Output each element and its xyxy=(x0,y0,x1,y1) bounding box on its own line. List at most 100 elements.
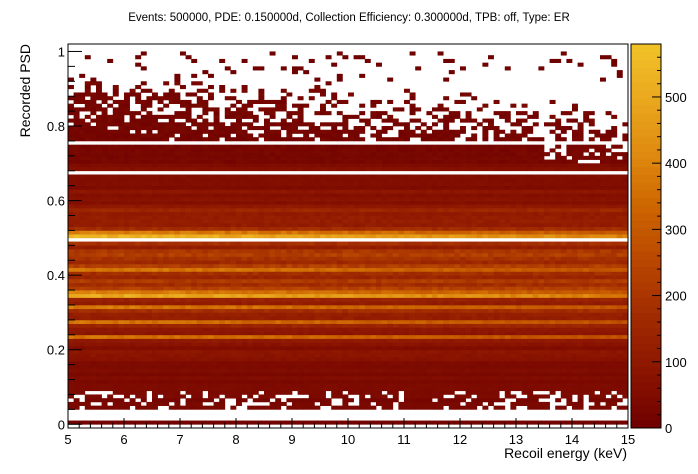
heatmap-cell xyxy=(180,245,186,250)
heatmap-cell xyxy=(538,316,545,321)
heatmap-cell xyxy=(499,245,506,250)
heatmap-cell xyxy=(566,349,573,354)
heatmap-cell xyxy=(376,323,382,328)
heatmap-cell xyxy=(308,342,315,347)
heatmap-cell xyxy=(269,364,276,369)
heatmap-cell xyxy=(476,394,483,399)
heatmap-cell xyxy=(555,290,562,295)
heatmap-cell xyxy=(465,222,472,228)
heatmap-cell xyxy=(286,327,293,332)
heatmap-cell xyxy=(443,379,450,384)
heatmap-cell xyxy=(359,308,366,313)
heatmap-cell xyxy=(96,368,102,373)
heatmap-cell xyxy=(152,375,158,380)
heatmap-cell xyxy=(84,222,91,228)
heatmap-cell xyxy=(560,245,567,250)
heatmap-cell xyxy=(140,364,147,369)
heatmap-cell xyxy=(112,252,119,257)
heatmap-cell xyxy=(140,260,147,265)
heatmap-cell xyxy=(236,316,242,321)
heatmap-cell xyxy=(376,249,382,254)
heatmap-cell xyxy=(252,372,259,377)
heatmap-cell xyxy=(516,319,522,324)
heatmap-cell xyxy=(572,360,578,365)
heatmap-cell xyxy=(168,256,175,261)
heatmap-cell xyxy=(381,245,388,250)
heatmap-cell xyxy=(448,319,455,324)
heatmap-cell xyxy=(174,357,181,362)
heatmap-cell xyxy=(527,249,534,254)
heatmap-cell xyxy=(415,334,422,339)
heatmap-cell xyxy=(443,301,450,306)
heatmap-cell xyxy=(594,345,601,351)
heatmap-cell xyxy=(544,401,550,406)
heatmap-cell xyxy=(376,353,382,358)
heatmap-cell xyxy=(96,386,102,392)
heatmap-cell xyxy=(140,222,147,228)
heatmap-cell xyxy=(224,215,231,220)
heatmap-cell xyxy=(549,390,556,395)
heatmap-cell xyxy=(516,327,522,332)
heatmap-cell xyxy=(314,226,321,231)
heatmap-cell xyxy=(342,256,349,261)
heatmap-cell xyxy=(611,249,618,254)
heatmap-cell xyxy=(588,241,595,246)
heatmap-cell xyxy=(493,252,500,257)
heatmap-cell xyxy=(320,334,326,339)
heatmap-cell xyxy=(605,312,612,317)
heatmap-cell xyxy=(101,215,108,220)
heatmap-cell xyxy=(493,297,500,302)
heatmap-cell xyxy=(342,234,349,239)
heatmap-cell xyxy=(572,401,578,406)
heatmap-cell xyxy=(527,368,534,373)
heatmap-cell xyxy=(292,312,298,317)
heatmap-cell xyxy=(555,405,562,410)
heatmap-cell xyxy=(437,222,444,228)
heatmap-cell xyxy=(448,420,455,425)
heatmap-cell xyxy=(196,297,203,302)
heatmap-cell xyxy=(616,383,623,388)
heatmap-cell xyxy=(499,249,506,254)
heatmap-cell xyxy=(471,353,478,358)
heatmap-cell xyxy=(84,301,91,306)
heatmap-cell xyxy=(252,226,259,231)
heatmap-cell xyxy=(432,353,438,358)
heatmap-cell xyxy=(140,386,147,392)
heatmap-cell xyxy=(577,342,584,347)
heatmap-cell xyxy=(465,364,472,369)
heatmap-cell xyxy=(572,372,578,377)
heatmap-cell xyxy=(224,304,231,310)
heatmap-cell xyxy=(398,252,405,257)
heatmap-cell xyxy=(499,383,506,388)
heatmap-cell xyxy=(275,360,282,365)
heatmap-cell xyxy=(493,379,500,384)
heatmap-cell xyxy=(353,405,360,410)
heatmap-cell xyxy=(213,286,220,291)
heatmap-cell xyxy=(286,312,293,317)
heatmap-cell xyxy=(90,319,97,324)
heatmap-cell xyxy=(387,263,394,269)
heatmap-cell xyxy=(460,386,466,392)
heatmap-cell xyxy=(308,234,315,239)
heatmap-cell xyxy=(476,275,483,280)
heatmap-cell xyxy=(482,301,489,306)
heatmap-cell xyxy=(90,290,97,295)
heatmap-cell xyxy=(292,334,298,339)
heatmap-cell xyxy=(163,327,170,332)
heatmap-cell xyxy=(482,342,489,347)
heatmap-cell xyxy=(191,372,198,377)
heatmap-cell xyxy=(168,222,175,228)
heatmap-cell xyxy=(68,286,74,291)
heatmap-cell xyxy=(146,219,153,224)
heatmap-cell xyxy=(616,331,623,336)
heatmap-cell xyxy=(297,245,304,250)
heatmap-cell xyxy=(342,401,349,406)
heatmap-cell xyxy=(387,304,394,310)
heatmap-cell xyxy=(555,342,562,347)
heatmap-cell xyxy=(516,256,522,261)
heatmap-cell xyxy=(577,323,584,328)
heatmap-cell xyxy=(68,215,74,220)
heatmap-cell xyxy=(594,379,601,384)
heatmap-cell xyxy=(342,267,349,272)
heatmap-cell xyxy=(398,219,405,224)
